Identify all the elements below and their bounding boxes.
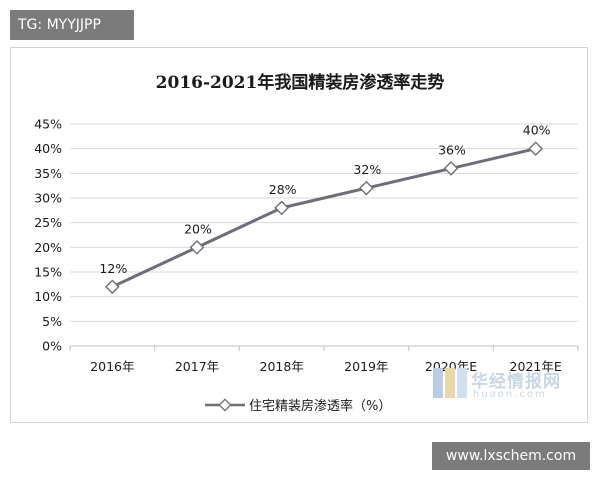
y-tick-label: 0% xyxy=(42,339,62,354)
data-point xyxy=(358,180,374,196)
watermark-block-icon xyxy=(445,368,455,398)
y-tick-label: 25% xyxy=(34,215,62,230)
tg-badge: TG: MYYJJPP xyxy=(10,10,134,40)
legend: 住宅精装房渗透率（%） xyxy=(205,398,391,414)
legend-marker xyxy=(218,398,232,412)
y-tick-label: 30% xyxy=(34,191,62,206)
y-tick-label: 40% xyxy=(34,141,62,156)
data-label: 12% xyxy=(99,261,127,276)
y-axis-ticks: 0% 5% 10% 15% 20% 25% 30% 35% 40% 45% xyxy=(34,117,62,354)
y-tick-label: 5% xyxy=(42,314,62,329)
x-tick-label: 2016年 xyxy=(90,359,134,374)
data-point xyxy=(189,239,205,255)
series-layer: 12% 20% 28% 32% 36% 40% xyxy=(99,123,551,295)
x-tick-label: 2021年E xyxy=(510,359,562,374)
y-tick-label: 45% xyxy=(34,117,62,132)
watermark-block-icon xyxy=(433,368,443,398)
x-tick-label: 2019年 xyxy=(344,359,388,374)
x-tick-label: 2017年 xyxy=(175,359,219,374)
data-label: 40% xyxy=(523,123,551,138)
watermark-url: huaon.com xyxy=(473,389,547,400)
x-tick-label: 2018年 xyxy=(260,359,304,374)
watermark-logo: 华经情报网 huaon.com xyxy=(425,365,585,405)
series-line xyxy=(111,147,537,289)
y-tick-label: 35% xyxy=(34,166,62,181)
chart-frame xyxy=(10,47,588,423)
x-axis-ticks: 2016年 2017年 2018年 2019年 2020年E 2021年E xyxy=(69,346,579,374)
grid-lines xyxy=(70,123,578,347)
y-tick-label: 10% xyxy=(34,289,62,304)
data-point xyxy=(528,141,544,157)
watermark-block-icon xyxy=(457,368,467,398)
data-point xyxy=(443,161,459,176)
data-point xyxy=(274,200,290,216)
data-label: 32% xyxy=(353,162,381,177)
y-tick-label: 15% xyxy=(34,265,62,280)
data-point xyxy=(104,279,120,295)
credit-badge: www.lxschem.com xyxy=(432,442,590,470)
watermark-name: 华经情报网 xyxy=(471,372,561,392)
data-label: 36% xyxy=(438,142,466,157)
legend-label: 住宅精装房渗透率（%） xyxy=(249,398,391,414)
data-label: 28% xyxy=(269,182,297,197)
data-label: 20% xyxy=(184,221,212,236)
y-tick-label: 20% xyxy=(34,240,62,255)
chart-title: 2016-2021年我国精装房渗透率走势 xyxy=(156,72,445,93)
